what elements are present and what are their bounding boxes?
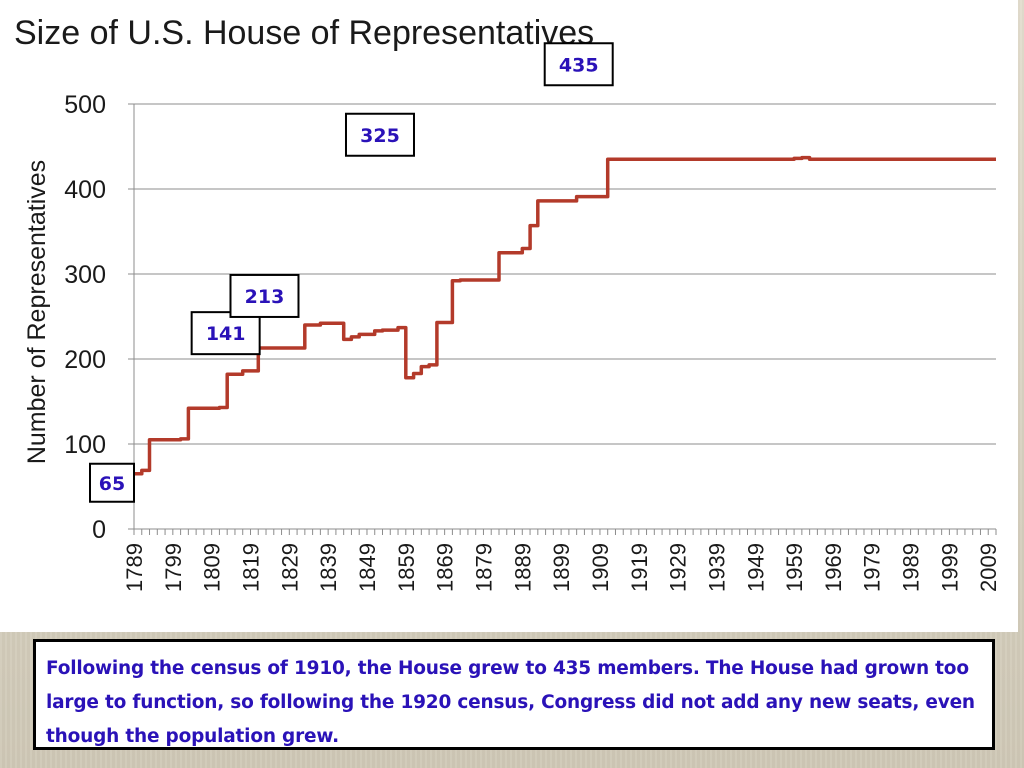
x-tick-label: 1859 [394,543,419,592]
y-tick-label: 0 [92,516,106,544]
y-tick-label: 300 [64,261,106,289]
y-tick-label: 400 [64,176,106,204]
callout-label: 65 [99,473,125,495]
x-tick-label: 1999 [937,543,962,592]
x-tick-labels: 1789 1799 1809 1819 1829 1839 1849 1859 1869 1879… [122,543,1001,592]
callout-label: 213 [245,286,285,308]
caption-text: Following the census of 1910, the House … [46,658,975,747]
y-tick-label: 100 [64,431,106,459]
callout-box [229,273,300,318]
x-tick-label: 1829 [277,543,302,592]
x-tick-label: 1979 [860,543,885,592]
x-tick-label: 1899 [549,543,574,592]
y-axis-label: Number of Representatives [23,160,51,464]
line-chart: 0 100 200 300 400 500 1789 1799 1809 1819 1829 183… [23,42,1001,592]
x-tick-label: 1839 [316,543,341,592]
callout-label: 435 [559,54,599,76]
callout-label: 141 [206,323,246,345]
x-tick-label: 1989 [899,543,924,592]
x-tick-label: 1949 [743,543,768,592]
x-tick-label: 1929 [666,543,691,592]
chart-title: Size of U.S. House of Representatives [14,14,595,52]
callout-box [543,42,614,87]
x-tick-label: 1889 [510,543,535,592]
x-tick-label: 1969 [821,543,846,592]
x-tick-label: 1919 [627,543,652,592]
x-tick-label: 1799 [161,543,186,592]
x-tick-label: 2009 [976,543,1001,592]
x-tick-label: 1809 [200,543,225,592]
callout-label: 325 [360,125,400,147]
y-tick-label: 500 [64,91,106,119]
x-tick-label: 1909 [588,543,613,592]
callout-box [89,462,135,503]
x-tick-label: 1959 [782,543,807,592]
series-line [134,155,996,476]
x-tick-label: 1789 [122,543,147,592]
series-layer [134,155,996,476]
caption-box: Following the census of 1910, the House … [33,639,995,750]
x-tick-label: 1879 [471,543,496,592]
gridlines [134,103,996,445]
y-tick-label: 200 [64,346,106,374]
x-tick-label: 1939 [704,543,729,592]
y-tick-labels: 0 100 200 300 400 500 [64,91,106,544]
x-tick-label: 1849 [355,543,380,592]
x-tick-label: 1819 [238,543,263,592]
data-callouts: 65 141 213 325 435 [89,42,614,503]
callout-box [344,112,415,157]
axes [128,103,997,535]
callout-box [190,311,261,356]
x-tick-label: 1869 [433,543,458,592]
